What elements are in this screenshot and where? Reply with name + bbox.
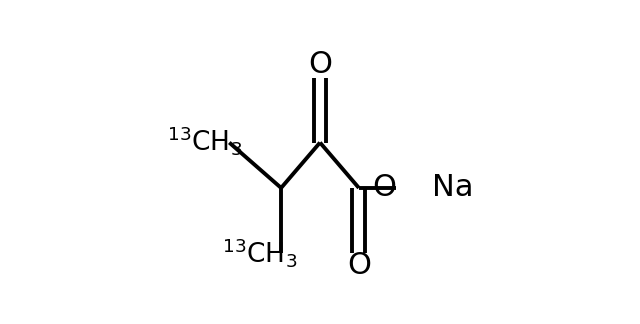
Text: Na: Na	[432, 173, 474, 202]
Text: O: O	[347, 251, 371, 280]
Text: $^{13}$CH$_3$: $^{13}$CH$_3$	[167, 124, 243, 157]
Text: $^{13}$CH$_3$: $^{13}$CH$_3$	[223, 236, 298, 269]
Text: O: O	[372, 173, 396, 202]
Text: O: O	[308, 50, 332, 79]
